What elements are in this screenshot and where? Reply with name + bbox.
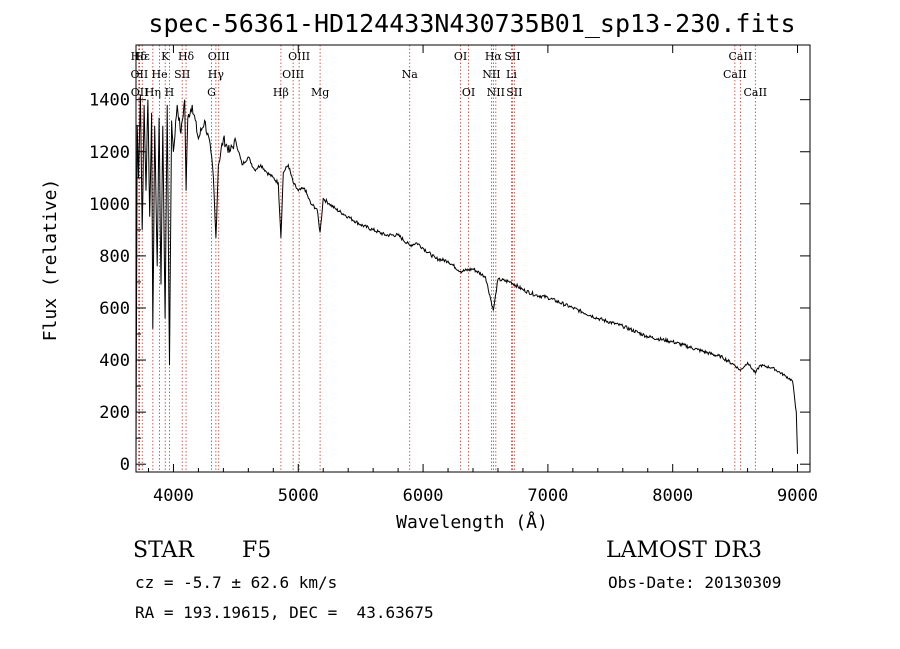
y-axis-label: Flux (relative): [40, 179, 61, 342]
y-tick-label: 800: [99, 247, 130, 267]
spectral-line-label: Mg: [311, 86, 329, 99]
object-type: STAR: [133, 538, 194, 563]
spectral-line-label: OIII: [282, 68, 304, 81]
spectral-line-label: CaII: [743, 86, 767, 99]
x-axis-label: Wavelength (Å): [396, 511, 548, 533]
x-tick-label: 7000: [527, 486, 568, 506]
spectral-line-label: Hδ: [178, 50, 195, 63]
spectral-line-label: Hα: [485, 50, 503, 63]
spectral-line-markers: [138, 45, 756, 472]
spectral-line-label: SII: [174, 68, 190, 81]
y-tick-label: 200: [99, 403, 130, 423]
x-tick-label: 9000: [777, 486, 818, 506]
y-tick-label: 0: [120, 455, 130, 475]
spectral-line-label: CaII: [729, 50, 753, 63]
spectral-line-label: OIII: [208, 50, 230, 63]
chart-title: spec-56361-HD124433N430735B01_sp13-230.f…: [148, 9, 795, 38]
spectral-line-label: Hβ: [273, 86, 289, 99]
spectral-line-label: Li: [506, 68, 517, 81]
spectral-line-label: Na: [402, 68, 419, 81]
spectral-line-label: Hδ: [131, 50, 148, 63]
spectral-line-label: NII: [482, 68, 500, 81]
x-tick-label: 8000: [652, 486, 693, 506]
spectral-line-label: OII: [131, 68, 149, 81]
spectral-line-label: He: [152, 68, 168, 81]
y-tick-label: 600: [99, 299, 130, 319]
x-tick-label: 4000: [153, 486, 194, 506]
spectrum-series: [135, 94, 798, 460]
redshift-cz: cz = -5.7 ± 62.6 km/s: [135, 573, 338, 592]
spectral-line-labels: Hδ OII OII Hε Hη K He H Hδ SII OIII Hγ G Hβ OIII OIII Mg…: [131, 50, 768, 99]
spectral-line-label: G: [207, 86, 216, 99]
plot-frame: [135, 44, 811, 473]
spectral-line-label: SII: [506, 86, 522, 99]
spectral-line-label: Hε: [135, 50, 151, 63]
object-subclass: F5: [242, 538, 272, 563]
y-tick-label: 1200: [89, 143, 130, 163]
x-tick-label: 5000: [278, 486, 319, 506]
observation-date: Obs-Date: 20130309: [608, 573, 782, 592]
spectral-line-label: OII: [131, 86, 149, 99]
spectral-line-label: Hγ: [208, 68, 225, 81]
spectral-line-label: Hη: [145, 86, 161, 99]
y-axis-ticks: 0 200 400 600 800 1000 1200 1400: [89, 73, 810, 475]
spectral-line-label: NII: [487, 86, 505, 99]
spectral-line-label: H: [165, 86, 175, 99]
spectrum-line: [135, 94, 798, 460]
y-tick-label: 1400: [89, 91, 130, 111]
spectral-line-label: OI: [454, 50, 467, 63]
survey-name: LAMOST DR3: [606, 538, 762, 563]
y-tick-label: 1000: [89, 195, 130, 215]
y-tick-label: 400: [99, 351, 130, 371]
spectral-line-label: OIII: [288, 50, 310, 63]
spectral-line-label: K: [161, 50, 170, 63]
x-tick-label: 6000: [403, 486, 444, 506]
spectral-line-label: OI: [462, 86, 475, 99]
x-axis-ticks: 4000 5000 6000 7000 8000 9000: [147, 45, 818, 506]
spectral-line-label: CaII: [723, 68, 747, 81]
spectral-line-label: SII: [504, 50, 520, 63]
coordinates: RA = 193.19615, DEC = 43.63675: [135, 603, 434, 622]
